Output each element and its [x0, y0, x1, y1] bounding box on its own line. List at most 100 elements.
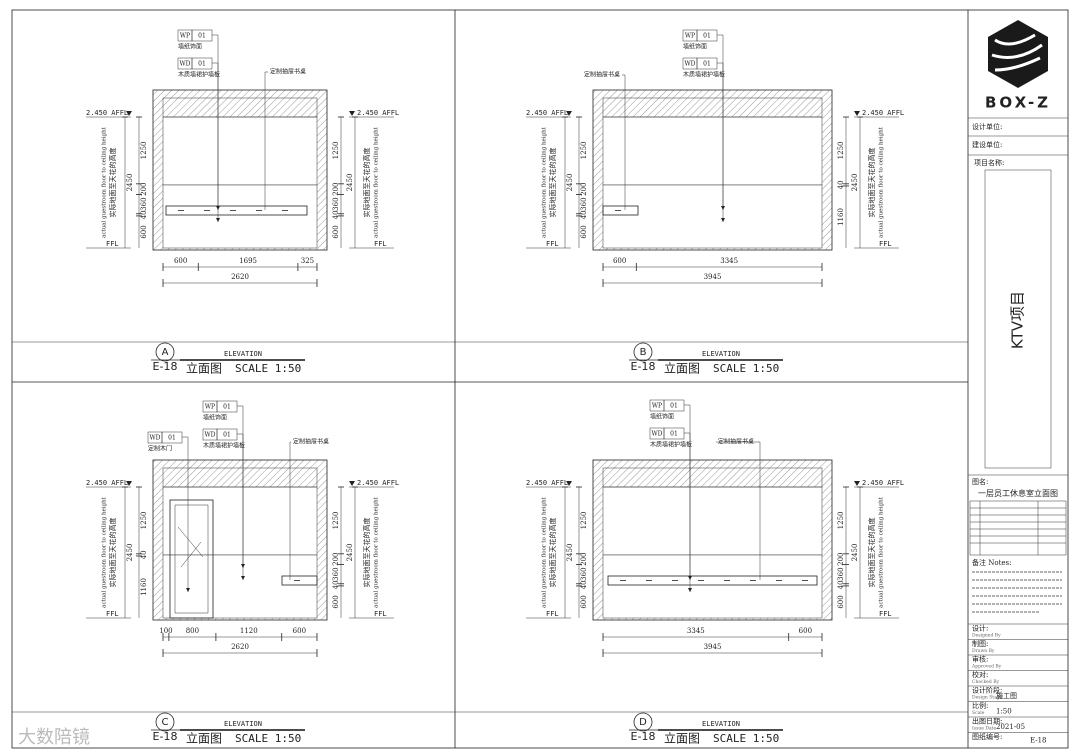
side-note: actual guestroom floor to ceiling height	[879, 126, 885, 237]
dim-label: 2450	[126, 544, 134, 562]
title-block: BOX-Z 设计单位: 建设单位: 项目名称: KTV项目 图名: 一层员工休息…	[968, 20, 1068, 613]
field-label: 设计单位:	[972, 122, 1002, 131]
side-note: actual guestroom floor to ceiling height	[102, 126, 108, 237]
tag-box	[663, 399, 685, 412]
level-label: 2.450 AFFL	[526, 109, 568, 117]
tag-num: 01	[198, 33, 206, 40]
side-note: 实际地面至天花的高度	[362, 518, 371, 588]
field-sublabel: Checked By	[972, 679, 1000, 685]
dim-label: 360	[332, 197, 340, 210]
dim-label: 40	[332, 580, 340, 589]
tag-code: WP	[652, 403, 662, 410]
dim-label: 600	[174, 257, 187, 265]
dim-label: 600	[332, 595, 340, 608]
dim-label: 360	[332, 567, 340, 580]
caption: ELEVATION	[702, 350, 740, 358]
side-note: 实际地面至天花的高度	[108, 518, 117, 588]
field-value: 1:50	[996, 708, 1012, 716]
level-label: 2.450 AFFL	[862, 479, 904, 487]
dim-label: 1250	[580, 512, 588, 530]
level-marker	[126, 481, 132, 486]
section-bubble	[633, 342, 653, 362]
dim-label: 40	[580, 580, 588, 589]
arrow	[241, 576, 245, 580]
desk	[607, 575, 818, 586]
level-marker	[349, 111, 355, 116]
tag-label: 墙纸饰面	[683, 43, 707, 51]
tag-box	[216, 400, 238, 413]
dim-label: 1250	[332, 512, 340, 530]
caption: ELEVATION	[224, 350, 262, 358]
tag-code: WD	[652, 431, 663, 438]
leader	[622, 74, 626, 210]
field-label: 项目名称:	[974, 158, 1004, 167]
project-box	[984, 169, 1052, 469]
field-sublabel: Issue Date	[972, 726, 996, 732]
dim-label: 1160	[837, 208, 845, 226]
watermark: 大数陪镜	[18, 727, 90, 748]
tag-code: WP	[685, 33, 695, 40]
side-note: 实际地面至天花的高度	[867, 518, 876, 588]
level-label: 2.450 AFFL	[862, 109, 904, 117]
tag-box	[191, 29, 213, 42]
dim-label: 200	[140, 182, 148, 195]
tag-num: 01	[223, 432, 231, 439]
dim-label: 40	[140, 550, 148, 559]
field-label: 审核:	[972, 655, 988, 664]
wood-panel	[163, 555, 317, 618]
tag-num: 01	[223, 404, 231, 411]
caption: ELEVATION	[224, 720, 262, 728]
tag-box	[696, 29, 718, 42]
dim-label: 600	[580, 595, 588, 608]
callout: 定制抽屉书桌	[718, 438, 754, 446]
side-note: actual guestroom floor to ceiling height	[879, 496, 885, 607]
wood-panel	[602, 184, 823, 249]
dim-label: 1250	[580, 142, 588, 160]
dim-label: 600	[140, 225, 148, 238]
level-marker	[566, 481, 572, 486]
leader	[212, 62, 219, 210]
tag-box	[696, 57, 718, 70]
dim-label: 200	[332, 552, 340, 565]
side-note: actual guestroom floor to ceiling height	[542, 126, 548, 237]
arrow	[186, 588, 190, 592]
leader	[264, 71, 268, 210]
tag-box	[161, 431, 183, 444]
logo-mark	[991, 33, 1043, 72]
tag-code: WD	[685, 61, 696, 68]
dim-label: 200	[332, 182, 340, 195]
view-scale: SCALE 1:50	[235, 362, 301, 375]
dim-label: 200	[837, 552, 845, 565]
level-marker	[854, 111, 860, 116]
tag-num: 01	[198, 61, 206, 68]
tag-num: 01	[703, 61, 711, 68]
door-panel	[174, 504, 209, 614]
view-scale: SCALE 1:50	[713, 732, 779, 745]
tag-box	[663, 427, 685, 440]
section-bubble	[633, 712, 653, 732]
dim-label: 200	[580, 182, 588, 195]
level-label: FFL	[374, 610, 387, 618]
level-label: 2.450 AFFL	[86, 109, 128, 117]
dim-label: 2450	[851, 544, 859, 562]
dim-label: 600	[580, 225, 588, 238]
tag-code: WD	[180, 61, 191, 68]
wallpaper	[603, 487, 822, 555]
side-note: 实际地面至天花的高度	[362, 148, 371, 218]
view-name: 立面图	[664, 361, 700, 376]
tag-num: 01	[168, 435, 176, 442]
field-sublabel: Scale	[972, 710, 985, 716]
level-label: FFL	[879, 240, 892, 248]
leader	[684, 432, 691, 580]
arrow	[688, 576, 692, 580]
logo-mark	[988, 20, 1048, 88]
arrow	[216, 206, 220, 210]
dim-label: 600	[837, 595, 845, 608]
level-label: FFL	[546, 240, 559, 248]
view-name: 立面图	[186, 361, 222, 376]
dim-label: 1695	[239, 257, 257, 265]
tag-box	[191, 57, 213, 70]
dim-label: 200	[580, 552, 588, 565]
wood-panel	[162, 184, 318, 249]
level-marker	[126, 111, 132, 116]
